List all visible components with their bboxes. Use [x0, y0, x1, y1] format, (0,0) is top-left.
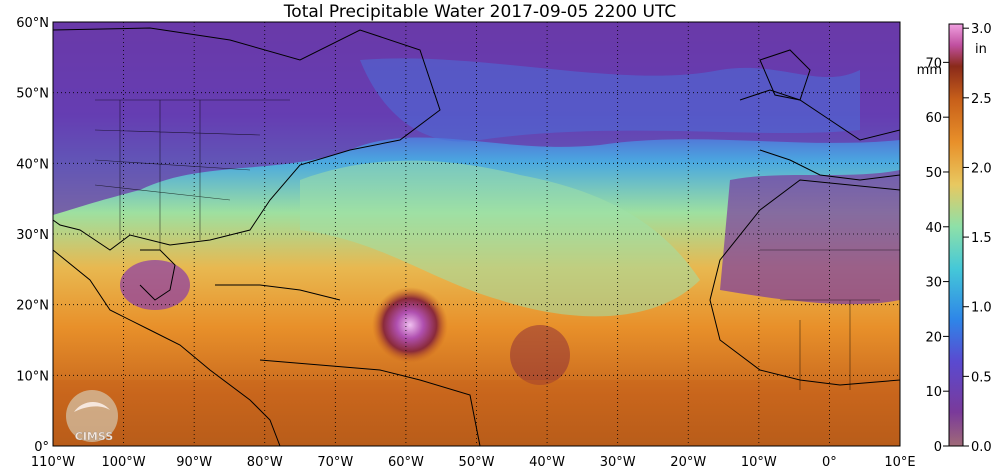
in-tick-label: 3.0 [971, 22, 992, 37]
mm-tick-label: 30 [925, 276, 942, 291]
mm-tick-label: 0 [934, 440, 942, 455]
lon-label: 50°W [459, 455, 495, 470]
lat-label: 10°N [16, 369, 49, 384]
lon-label: 0° [822, 455, 837, 470]
colorbar-in-unit: in [975, 42, 987, 57]
in-tick-label: 2.5 [971, 92, 992, 107]
lon-label: 70°W [317, 455, 353, 470]
mm-tick-label: 50 [925, 166, 942, 181]
map-title: Total Precipitable Water 2017-09-05 2200… [283, 2, 677, 22]
lon-label: 40°W [529, 455, 565, 470]
lat-label: 0° [34, 440, 49, 455]
colorbar-scale [948, 23, 964, 447]
graticule [53, 22, 900, 446]
lon-label: 90°W [176, 455, 212, 470]
mm-tick-label: 70 [925, 56, 942, 71]
lat-label: 20°N [16, 299, 49, 314]
mm-tick-label: 60 [925, 111, 942, 126]
lon-label: 80°W [247, 455, 283, 470]
mm-tick-label: 40 [925, 221, 942, 236]
map-frame [52, 21, 901, 447]
in-tick-label: 0.0 [971, 440, 992, 455]
coastlines [53, 27, 900, 446]
lat-label: 60°N [16, 16, 49, 31]
in-tick-label: 0.5 [971, 370, 992, 385]
longitude-labels: 110°W 100°W 90°W 80°W 70°W 60°W 50°W 40°W 30°W 20… [31, 455, 916, 470]
lat-label: 40°N [16, 157, 49, 172]
lon-label: 10°E [884, 455, 915, 470]
lon-label: 20°W [670, 455, 706, 470]
in-tick-label: 1.5 [971, 231, 992, 246]
cimss-logo: CIMSS [66, 390, 118, 443]
lon-label: 110°W [31, 455, 75, 470]
lon-label: 30°W [600, 455, 636, 470]
mm-tick-label: 20 [925, 330, 942, 345]
lat-label: 50°N [16, 87, 49, 102]
latitude-labels: 60°N 50°N 40°N 30°N 20°N 10°N 0° [16, 16, 49, 455]
colorbar-mm-ticks: 70 60 50 40 30 20 10 0 [925, 56, 949, 455]
lon-label: 10°W [741, 455, 777, 470]
lon-label: 100°W [101, 455, 145, 470]
colorbar-in-ticks: 3.0 2.5 2.0 1.5 1.0 0.5 0.0 [963, 22, 992, 455]
in-tick-label: 1.0 [971, 301, 992, 316]
mm-tick-label: 10 [925, 385, 942, 400]
lon-label: 60°W [388, 455, 424, 470]
logo-text: CIMSS [75, 430, 114, 443]
lat-label: 30°N [16, 228, 49, 243]
in-tick-label: 2.0 [971, 161, 992, 176]
colorbar-mm-unit: mm [917, 63, 942, 78]
colorbar: 70 60 50 40 30 20 10 0 3.0 2.5 2.0 1.5 1.0 0.5 0.0 mm… [917, 22, 992, 455]
borders [94, 99, 900, 390]
